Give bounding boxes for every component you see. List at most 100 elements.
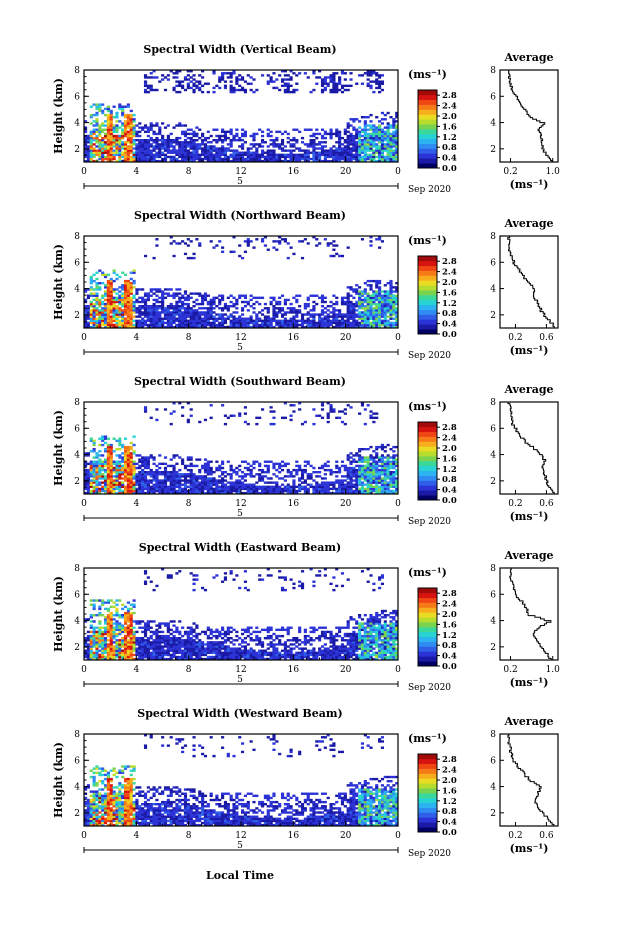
heatmap-cell (255, 416, 259, 420)
heatmap-cell (372, 456, 376, 459)
heatmap-cell (178, 300, 182, 304)
heatmap-cell (343, 321, 347, 325)
heatmap-cell (138, 315, 142, 318)
heatmap-cell (332, 151, 336, 154)
heatmap-cell (189, 143, 193, 146)
heatmap-cell (95, 319, 99, 323)
heatmap-cell (249, 151, 253, 154)
heatmap-cell (178, 147, 182, 150)
heatmap-cell (158, 491, 162, 495)
average-y-tick-label: 6 (490, 258, 496, 268)
heatmap-cell (232, 88, 236, 92)
heatmap-cell (132, 309, 136, 312)
heatmap-cell (89, 460, 93, 463)
heatmap-cell (383, 468, 387, 472)
heatmap-cell (298, 305, 302, 308)
heatmap-cell (132, 282, 136, 285)
heatmap-cell (175, 475, 179, 478)
heatmap-cell (378, 315, 382, 318)
heatmap-cell (338, 143, 342, 146)
heatmap-cell (323, 481, 327, 484)
heatmap-cell (126, 130, 130, 134)
heatmap-cell (126, 139, 130, 142)
heatmap-cell (123, 130, 128, 134)
heatmap-cell (92, 491, 96, 495)
heatmap-cell (292, 491, 296, 495)
heatmap-cell (369, 416, 373, 420)
heatmap-cell (395, 130, 399, 134)
heatmap-cell (323, 323, 327, 327)
heatmap-cell (201, 298, 205, 302)
heatmap-cell (272, 491, 276, 495)
heatmap-cell (303, 159, 307, 163)
heatmap-cell (292, 139, 296, 142)
heatmap-cell (366, 128, 370, 131)
heatmap-cell (98, 443, 102, 447)
heatmap-cell (346, 319, 350, 323)
heatmap-cell (272, 305, 276, 308)
heatmap-cell (123, 279, 128, 283)
heatmap-cell (378, 311, 382, 314)
heatmap-cell (189, 76, 193, 79)
heatmap-cell (346, 143, 350, 146)
heatmap-cell (172, 149, 176, 152)
heatmap-cell (209, 460, 213, 463)
heatmap-cell (98, 311, 102, 314)
heatmap-cell (103, 284, 108, 287)
heatmap-cell (92, 120, 96, 123)
heatmap-cell (360, 74, 365, 77)
heatmap-cell (183, 479, 188, 482)
heatmap-cell (101, 487, 105, 491)
colorbar-tick-label: 0.0 (442, 330, 457, 340)
heatmap-cell (109, 147, 113, 150)
heatmap-cell (249, 155, 253, 159)
heatmap-cell (389, 282, 393, 285)
heatmap-cell (226, 460, 230, 463)
heatmap-cell (92, 325, 96, 329)
heatmap-cell (349, 143, 353, 146)
heatmap-cell (123, 122, 128, 125)
heatmap-cell (380, 128, 385, 131)
heatmap-cell (101, 141, 105, 144)
heatmap-cell (383, 477, 387, 480)
heatmap-cell (192, 319, 196, 323)
heatmap-cell (155, 139, 159, 142)
heatmap-cell (260, 408, 265, 411)
heatmap-cell (169, 491, 173, 495)
heatmap-cell (169, 323, 173, 327)
heatmap-cell (143, 159, 148, 163)
heatmap-cell (295, 325, 299, 329)
heatmap-cell (241, 159, 245, 163)
heatmap-cell (375, 460, 379, 463)
heatmap-cell (158, 311, 162, 314)
heatmap-cell (258, 477, 262, 480)
heatmap-cell (235, 481, 239, 484)
heatmap-cell (175, 159, 179, 163)
heatmap-cell (360, 151, 365, 154)
heatmap-cell (178, 323, 182, 327)
heatmap-cell (260, 153, 265, 157)
heatmap-cell (92, 460, 96, 463)
colorbar-tick-label: 0.4 (442, 154, 457, 164)
heatmap-cell (300, 323, 305, 327)
heatmap-cell (95, 141, 99, 144)
heatmap-cell (106, 126, 110, 129)
heatmap-cell (369, 145, 373, 148)
heatmap-cell (383, 305, 387, 308)
heatmap-cell (195, 151, 199, 154)
heatmap-cell (201, 323, 205, 327)
heatmap-cell (89, 282, 93, 285)
heatmap-cell (346, 473, 350, 476)
x-tick-label: 12 (235, 167, 246, 177)
heatmap-cell (189, 464, 193, 468)
heatmap-cell (338, 489, 342, 493)
heatmap-cell (343, 466, 347, 470)
heatmap-cell (255, 489, 259, 493)
heatmap-cell (395, 141, 399, 144)
heatmap-cell (106, 153, 110, 157)
heatmap-cell (375, 315, 379, 318)
heatmap-cell (320, 88, 325, 92)
heatmap-cell (121, 468, 125, 472)
heatmap-cell (132, 113, 136, 117)
heatmap-cell (123, 126, 128, 129)
